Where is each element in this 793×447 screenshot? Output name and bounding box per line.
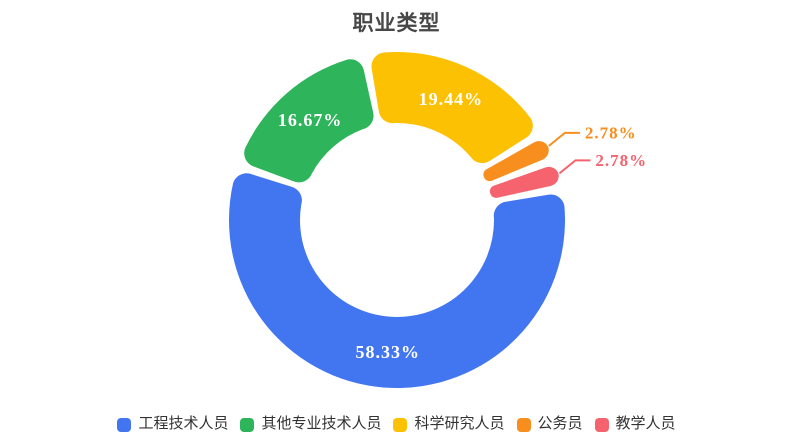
legend-label: 教学人员: [615, 416, 676, 432]
pie-slice-2[interactable]: [244, 59, 374, 183]
slice-label-1: 58.33%: [356, 342, 421, 362]
legend-label: 其他专业技术人员: [261, 416, 382, 432]
pie-slice-1[interactable]: [229, 173, 566, 389]
legend-item-1[interactable]: 工程技术人员: [117, 417, 228, 432]
pie-slice-3[interactable]: [371, 51, 533, 164]
legend-swatch-icon: [393, 417, 408, 432]
legend: 工程技术人员 其他专业技术人员 科学研究人员 公务员 教学人员: [0, 417, 793, 432]
legend-label: 工程技术人员: [138, 416, 229, 432]
legend-label: 科学研究人员: [414, 416, 505, 432]
pie-slice-4[interactable]: [483, 141, 549, 182]
slice-label-2: 16.67%: [278, 110, 343, 130]
slice-label-4: 2.78%: [585, 123, 637, 142]
legend-item-3[interactable]: 科学研究人员: [393, 416, 505, 432]
legend-item-2[interactable]: 其他专业技术人员: [240, 417, 381, 432]
slice-label-5: 2.78%: [595, 151, 647, 170]
legend-swatch-icon: [117, 417, 132, 432]
legend-item-4[interactable]: 公务员: [516, 416, 583, 432]
legend-swatch-icon: [240, 417, 255, 432]
chart-title: 职业类型: [352, 11, 441, 35]
legend-item-5[interactable]: 教学人员: [594, 416, 676, 432]
label-leader-line-4: [548, 131, 580, 147]
pie-slice-5[interactable]: [489, 166, 559, 198]
slice-label-3: 19.44%: [419, 89, 484, 109]
legend-label: 公务员: [537, 416, 583, 432]
legend-swatch-icon: [516, 417, 531, 432]
label-leader-line-5: [558, 159, 591, 175]
legend-swatch-icon: [594, 417, 609, 432]
